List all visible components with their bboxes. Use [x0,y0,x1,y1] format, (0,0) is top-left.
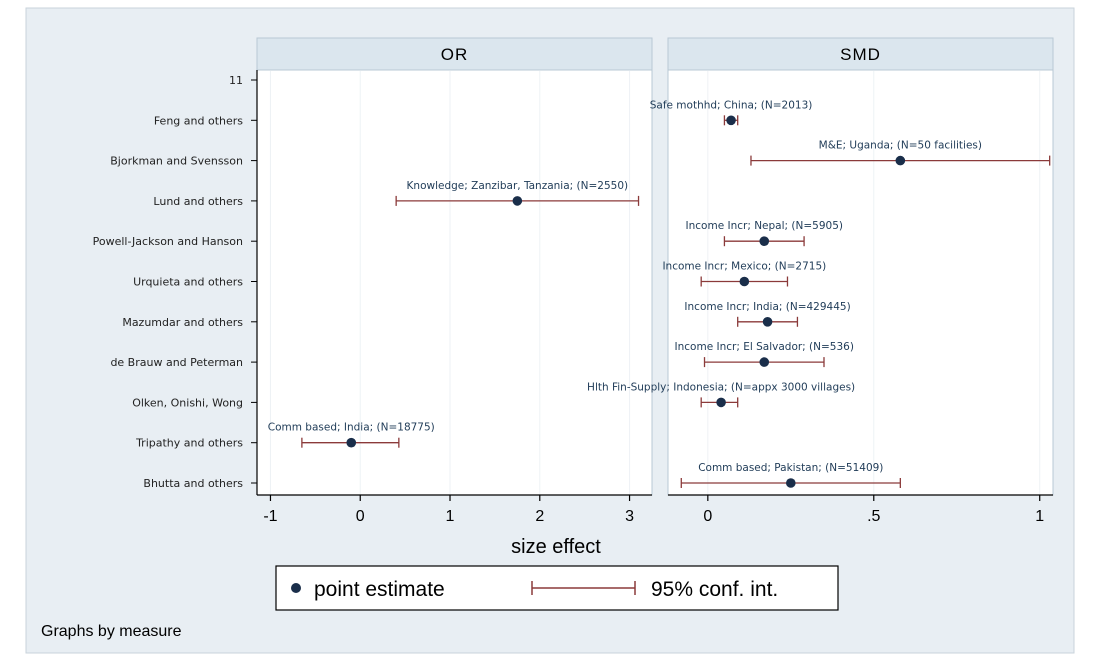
or-x-tick-label-0: -1 [263,508,277,525]
panel-or-point-labels: Knowledge; Zanzibar, Tanzania; (N=2550) C… [268,180,628,434]
smd-point-label-6: Hlth Fin-Supply; Indonesia; (N=appx 3000… [587,381,855,393]
smd-x-tick-label-2: 1 [1035,508,1044,525]
or-point-label-0: Knowledge; Zanzibar, Tanzania; (N=2550) [407,180,629,192]
smd-point-4 [762,317,773,327]
smd-point-5 [759,357,770,367]
panel-smd-point-labels: Safe mothhd; China; (N=2013) M&E; Uganda;… [587,99,982,474]
or-point-1 [346,437,357,448]
row-label-8: Olken, Onishi, Wong [132,396,243,409]
row-label-10: Bhutta and others [143,477,243,490]
or-x-tick-label-4: 3 [625,508,634,525]
smd-point-label-4: Income Incr; India; (N=429445) [684,301,850,313]
smd-point-6 [716,397,726,408]
y-axis-row-labels: 11 Feng and others Bjorkman and Svensson Lu… [93,74,257,490]
panel-smd-plot-region [667,69,1054,496]
smd-point-label-0: Safe mothhd; China; (N=2013) [650,99,813,111]
legend-interval-symbol [531,581,636,595]
smd-point-label-5: Income Incr; El Salvador; (N=536) [675,341,854,353]
row-label-1: Feng and others [154,114,243,127]
panel-smd-points [716,115,906,488]
or-x-tick-label-3: 2 [535,508,544,525]
row-label-5: Urquieta and others [133,276,243,289]
smd-point-1 [895,155,906,166]
row-label-7: de Brauw and Peterman [110,356,243,369]
row-label-3: Lund and others [153,195,243,208]
row-label-6: Mazumdar and others [122,316,243,329]
panel-smd-title: SMD [840,45,881,64]
graphs-by-note: Graphs by measure [41,623,182,640]
panel-or-x-ticks: -1 0 1 2 3 [263,495,634,525]
panel-or: OR Knowledge; Zanzibar, Tanzania; (N=255… [256,37,653,525]
smd-point-3 [739,276,750,287]
panel-smd-gridlines [707,71,1041,495]
legend-point-symbol [291,583,301,593]
row-label-0: 11 [229,74,243,87]
smd-point-label-1: M&E; Uganda; (N=50 facilities) [819,140,982,152]
or-x-tick-label-1: 0 [356,508,365,525]
smd-point-7 [786,478,796,488]
panel-or-gridlines [269,71,631,495]
panel-smd-x-ticks: 0.5 1 [703,495,1044,525]
panel-or-title: OR [441,45,469,64]
smd-point-0 [726,115,736,126]
row-label-9: Tripathy and others [135,437,243,450]
or-point-0 [512,196,523,206]
panel-or-header [256,37,653,71]
y-axis: 11 Feng and others Bjorkman and Svensson Lu… [93,70,258,495]
legend-point-label: point estimate [314,578,445,601]
or-x-tick-label-2: 1 [446,508,455,525]
panel-or-plot-region [256,69,653,496]
legend: point estimate 95% conf. int. [275,565,839,611]
smd-point-2 [759,236,770,246]
x-axis-title: size effect [511,536,601,558]
smd-point-label-3: Income Incr; Mexico; (N=2715) [662,261,826,273]
legend-interval-label: 95% conf. int. [651,578,778,601]
row-label-4: Powell-Jackson and Hanson [93,235,243,248]
smd-x-tick-label-1: .5 [867,508,880,525]
smd-point-label-2: Income Incr; Nepal; (N=5905) [686,220,843,232]
panel-or-points [346,196,523,448]
row-label-2: Bjorkman and Svensson [110,155,243,168]
smd-point-label-7: Comm based; Pakistan; (N=51409) [698,462,883,474]
smd-x-tick-label-0: 0 [703,508,712,525]
panel-smd: SMD Safe mothhd; China; (N=2013) M&E; Uga… [587,37,1054,525]
or-point-label-1: Comm based; India; (N=18775) [268,422,435,434]
